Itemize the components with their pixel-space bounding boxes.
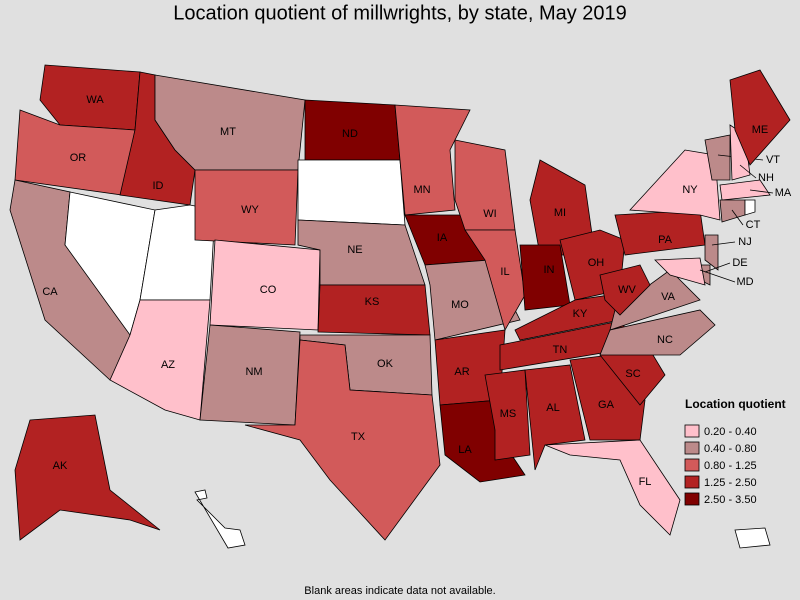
legend-label: 0.20 - 0.40 [704,426,757,438]
state-label: WV [618,284,636,296]
state-label: SC [625,368,640,380]
state-label: NM [245,366,262,378]
state-label: WY [241,204,259,216]
state [484,369,531,461]
state [194,489,246,549]
state [599,264,651,316]
state-label: MN [413,184,430,196]
map-title: Location quotient of millwrights, by sta… [173,2,627,24]
state-label: ID [153,180,164,192]
state [719,179,771,201]
leader-line [699,269,736,283]
state-label: AZ [161,359,175,371]
state-label: AR [454,366,469,378]
legend-swatch [684,475,700,489]
state-label: VA [661,291,676,303]
state [14,414,161,541]
leader-line [704,262,731,273]
state [729,69,791,166]
state-label: TX [351,431,366,443]
state [109,299,211,421]
state-label: OH [588,257,605,269]
legend-swatch [684,441,700,455]
leader-line [749,189,774,194]
note: Blank areas indicate data not available. [304,585,495,597]
state-label: MS [500,408,517,420]
state-label: WA [86,94,104,106]
state-label: PA [658,234,673,246]
state-label: MI [554,207,566,219]
state [704,234,719,271]
state [524,364,586,471]
state [734,527,771,549]
leader-line [711,241,736,246]
state-label: KY [573,308,588,320]
legend-label: 0.40 - 0.80 [704,443,757,455]
legend-label: 2.50 - 3.50 [704,494,757,506]
state-label: AK [53,460,68,472]
state-label: MO [451,299,469,311]
state-label: CT [746,219,761,231]
state-label: MT [220,126,236,138]
state [544,439,681,536]
legend-label: 1.25 - 2.50 [704,477,757,489]
state-label: AL [546,402,559,414]
state-label: IL [500,266,509,278]
legend-swatch [684,492,700,506]
state [244,339,441,541]
legend-title: Location quotient [685,397,786,411]
state [599,309,716,356]
state-label: NC [657,334,673,346]
state-label: LA [458,444,472,456]
leader-line [731,209,744,226]
state [744,199,756,216]
state [609,269,701,331]
legend-swatch [684,458,700,472]
state [297,159,406,226]
state-label: NH [758,172,774,184]
state-label: MD [736,276,753,288]
state-label: TN [553,344,568,356]
state-label: ME [752,124,769,136]
state-label: NY [682,184,698,196]
state-label: GA [598,399,615,411]
legend-swatch [684,424,700,438]
state-label: KS [365,296,380,308]
state [317,284,431,336]
state-label: NE [347,244,362,256]
state-label: OR [70,152,87,164]
state-label: NJ [738,236,751,248]
state [464,229,526,332]
state-label: FL [639,476,652,488]
state-label: WI [483,208,496,220]
state-label: MA [775,187,792,199]
state-label: ND [342,128,358,140]
state-label: IN [544,264,555,276]
leader-line [739,164,757,179]
state-label: CA [42,286,58,298]
state [654,257,706,286]
state [394,104,471,216]
state-label: IA [437,232,448,244]
state [629,149,721,221]
state-label: DE [732,257,747,269]
state [194,169,299,246]
state-label: OK [377,358,394,370]
legend-label: 0.80 - 1.25 [704,460,757,472]
state [704,134,731,181]
state-label: VT [766,154,780,166]
state-label: CO [260,284,277,296]
